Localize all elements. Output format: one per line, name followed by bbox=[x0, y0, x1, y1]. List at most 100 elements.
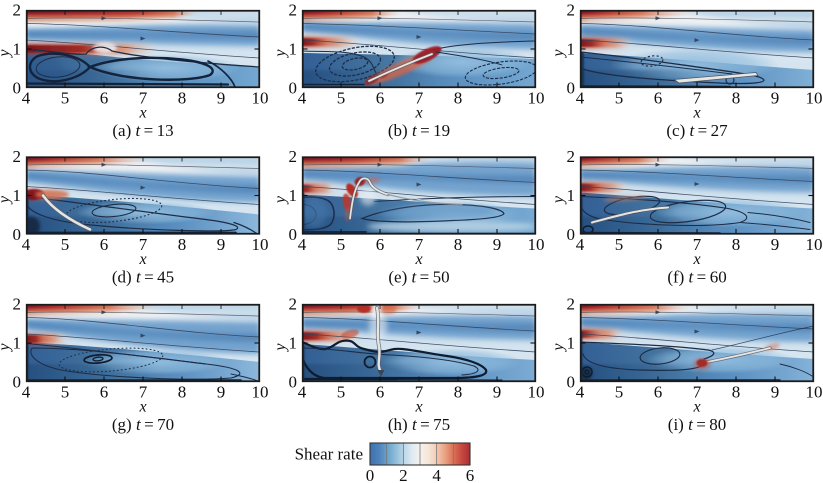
svg-text:y: y bbox=[272, 49, 289, 59]
svg-text:4: 4 bbox=[22, 89, 31, 108]
svg-text:x: x bbox=[414, 399, 422, 416]
svg-text:7: 7 bbox=[693, 89, 702, 108]
svg-text:9: 9 bbox=[771, 89, 780, 108]
svg-text:6: 6 bbox=[100, 89, 109, 108]
svg-text:5: 5 bbox=[337, 89, 346, 108]
svg-text:y: y bbox=[0, 49, 13, 59]
svg-text:8: 8 bbox=[178, 383, 187, 402]
svg-text:8: 8 bbox=[454, 383, 463, 402]
svg-text:y: y bbox=[272, 343, 289, 353]
svg-text:0: 0 bbox=[567, 225, 576, 244]
svg-text:(i) t = 80: (i) t = 80 bbox=[668, 415, 726, 434]
svg-text:6: 6 bbox=[466, 466, 475, 483]
svg-text:5: 5 bbox=[615, 383, 624, 402]
svg-text:y: y bbox=[272, 195, 289, 205]
svg-text:10: 10 bbox=[806, 235, 823, 254]
svg-text:10: 10 bbox=[528, 383, 545, 402]
svg-text:0: 0 bbox=[13, 225, 22, 244]
svg-text:5: 5 bbox=[615, 89, 624, 108]
svg-text:5: 5 bbox=[615, 235, 624, 254]
svg-text:y: y bbox=[0, 343, 13, 353]
svg-text:4: 4 bbox=[298, 89, 307, 108]
svg-text:8: 8 bbox=[732, 89, 741, 108]
svg-text:5: 5 bbox=[61, 235, 70, 254]
svg-text:(d) t = 45: (d) t = 45 bbox=[112, 268, 174, 287]
svg-text:6: 6 bbox=[654, 383, 663, 402]
svg-text:9: 9 bbox=[493, 235, 502, 254]
svg-text:4: 4 bbox=[22, 235, 31, 254]
svg-text:0: 0 bbox=[13, 373, 22, 392]
svg-text:2: 2 bbox=[567, 147, 576, 166]
svg-text:0: 0 bbox=[13, 79, 22, 98]
svg-text:1: 1 bbox=[567, 40, 576, 59]
svg-text:2: 2 bbox=[399, 466, 408, 483]
svg-text:Shear rate: Shear rate bbox=[295, 445, 363, 464]
svg-text:1: 1 bbox=[289, 186, 298, 205]
svg-text:(a) t = 13: (a) t = 13 bbox=[112, 121, 173, 140]
svg-text:5: 5 bbox=[337, 235, 346, 254]
svg-text:9: 9 bbox=[493, 383, 502, 402]
svg-text:7: 7 bbox=[139, 235, 148, 254]
svg-text:7: 7 bbox=[139, 383, 148, 402]
svg-text:10: 10 bbox=[528, 89, 545, 108]
svg-text:(b) t = 19: (b) t = 19 bbox=[388, 121, 450, 140]
svg-text:5: 5 bbox=[61, 383, 70, 402]
svg-text:2: 2 bbox=[13, 295, 22, 314]
svg-text:2: 2 bbox=[567, 295, 576, 314]
svg-text:(f) t = 60: (f) t = 60 bbox=[667, 268, 726, 287]
svg-text:1: 1 bbox=[289, 334, 298, 353]
svg-text:9: 9 bbox=[771, 383, 780, 402]
svg-text:9: 9 bbox=[217, 89, 226, 108]
svg-text:10: 10 bbox=[528, 235, 545, 254]
svg-text:10: 10 bbox=[252, 383, 269, 402]
svg-text:x: x bbox=[138, 399, 146, 416]
svg-text:1: 1 bbox=[13, 40, 22, 59]
svg-text:6: 6 bbox=[654, 235, 663, 254]
svg-text:4: 4 bbox=[432, 466, 441, 483]
svg-text:(g) t = 70: (g) t = 70 bbox=[112, 415, 174, 434]
svg-text:4: 4 bbox=[22, 383, 31, 402]
svg-text:1: 1 bbox=[13, 334, 22, 353]
svg-text:8: 8 bbox=[178, 235, 187, 254]
svg-text:0: 0 bbox=[289, 225, 298, 244]
svg-text:6: 6 bbox=[376, 383, 385, 402]
svg-text:0: 0 bbox=[567, 79, 576, 98]
svg-text:4: 4 bbox=[298, 383, 307, 402]
svg-text:x: x bbox=[138, 251, 146, 268]
svg-text:9: 9 bbox=[493, 89, 502, 108]
svg-text:(c) t = 27: (c) t = 27 bbox=[666, 121, 728, 140]
svg-text:y: y bbox=[550, 195, 567, 205]
svg-text:9: 9 bbox=[217, 235, 226, 254]
svg-text:x: x bbox=[414, 251, 422, 268]
svg-text:x: x bbox=[414, 105, 422, 122]
svg-text:10: 10 bbox=[806, 383, 823, 402]
svg-text:7: 7 bbox=[415, 235, 424, 254]
svg-text:7: 7 bbox=[415, 383, 424, 402]
svg-text:x: x bbox=[692, 399, 700, 416]
svg-text:7: 7 bbox=[693, 235, 702, 254]
svg-text:4: 4 bbox=[576, 89, 585, 108]
svg-text:4: 4 bbox=[576, 383, 585, 402]
svg-text:1: 1 bbox=[289, 40, 298, 59]
svg-text:7: 7 bbox=[139, 89, 148, 108]
svg-text:y: y bbox=[550, 49, 567, 59]
svg-text:6: 6 bbox=[654, 89, 663, 108]
svg-text:y: y bbox=[550, 343, 567, 353]
svg-text:5: 5 bbox=[337, 383, 346, 402]
svg-text:2: 2 bbox=[289, 1, 298, 20]
svg-text:2: 2 bbox=[289, 147, 298, 166]
svg-text:2: 2 bbox=[567, 1, 576, 20]
svg-text:2: 2 bbox=[13, 1, 22, 20]
svg-text:2: 2 bbox=[289, 295, 298, 314]
svg-text:0: 0 bbox=[289, 373, 298, 392]
svg-text:2: 2 bbox=[13, 147, 22, 166]
svg-text:8: 8 bbox=[732, 383, 741, 402]
svg-text:4: 4 bbox=[298, 235, 307, 254]
svg-text:9: 9 bbox=[217, 383, 226, 402]
svg-text:7: 7 bbox=[415, 89, 424, 108]
svg-text:8: 8 bbox=[454, 235, 463, 254]
svg-text:8: 8 bbox=[178, 89, 187, 108]
svg-text:6: 6 bbox=[100, 383, 109, 402]
svg-text:0: 0 bbox=[289, 79, 298, 98]
svg-text:10: 10 bbox=[806, 89, 823, 108]
